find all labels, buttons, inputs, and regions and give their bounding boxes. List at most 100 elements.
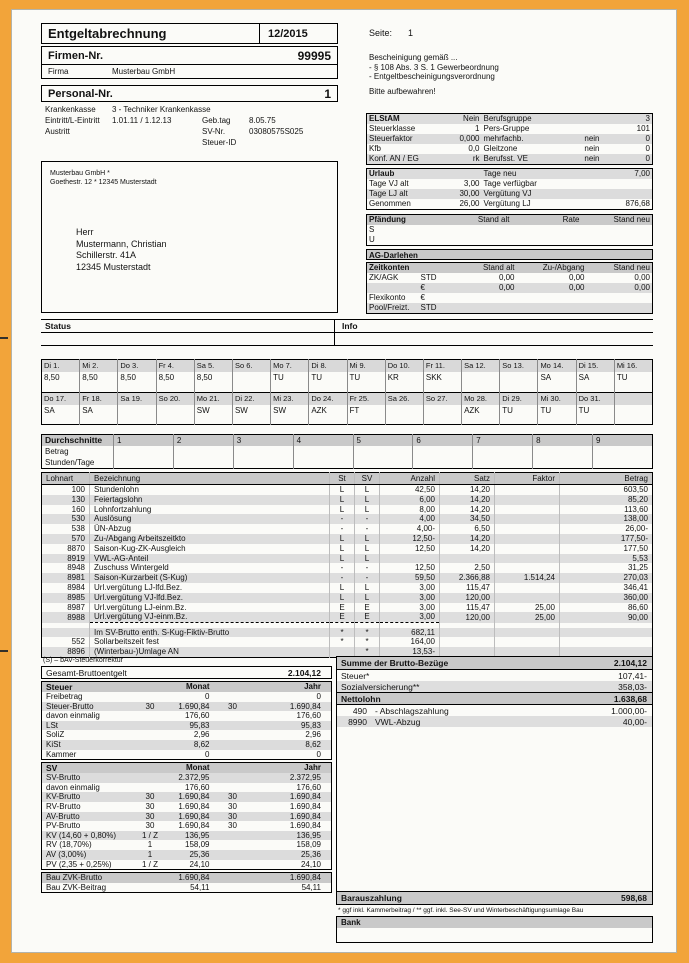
calendar-day-value [461,372,500,392]
wage-row: 8981 Saison-Kurzarbeit (S-Kug) - - 59,50… [41,573,653,583]
calendar-day-label: So 6. [231,359,271,372]
zeitkonten-row: Pool/Freizt. STD [366,303,653,314]
cell-faktor [494,524,560,534]
elstam-label: Kfb [369,144,382,153]
calendar-value-row: SA SA SW SW SW AZK FT AZK TU TU TU [42,404,653,425]
cell-bezeichnung: Auslösung [89,514,330,525]
elstam-value: 1 [475,124,480,133]
calendar-day-value: SW [231,404,271,425]
cell-st: L [329,494,355,505]
urlaub-row: Tage LJ alt 30,00 Vergütung VJ [366,189,653,199]
jahr-value: 1.690,84 [289,811,321,821]
row-code: 30 [228,792,237,802]
cell-sv: L [354,582,380,593]
jahr-value: 0 [316,692,321,701]
post-net-value: 1.000,00- [611,705,647,716]
jahr-value: 1.690,84 [289,701,321,711]
calendar-day-label: Fr 4. [155,359,195,372]
wage-row: 160 Lohnfortzahlung L L 8,00 14,20 113,6… [42,504,653,515]
elstam-value: 101 [636,124,650,133]
zvk-row: Bau ZVK-Brutto 1.690,84 1.690,84 [41,872,332,883]
calendar-day-label: Do 17. [41,392,80,405]
durchschnitte-col: 3 [232,434,294,446]
cell-lohnart: 530 [71,514,85,524]
row-code: 30 [228,701,237,711]
cell-satz [439,627,495,638]
cell-lohnart: 8985 [67,592,85,602]
elstam-label: Berufsst. VE [483,154,528,163]
firm-box: Firmen-Nr. 99995 Firma Musterbau GmbH [41,46,338,79]
cell-lohnart: 8948 [67,563,85,573]
calendar-day-value [231,372,271,392]
jahr-value: 2,96 [305,730,321,740]
cell-faktor: 1.514,24 [494,573,560,583]
elstam-value: 3 [645,114,650,123]
elstam-label: ELStAM [369,114,400,123]
notice-line: - Entgeltbescheinigungsverordnung [369,72,495,81]
deduction-value: 358,03- [618,681,647,692]
row-label: KiSt [46,739,61,749]
cell-betrag: 113,60 [559,504,653,515]
gross-total-value: 2.104,12 [287,667,321,678]
cell-bezeichnung: Url.vergütung VJ-einm.Bz. [89,612,330,623]
net-pay-bar: Nettolohn 1.638,68 [337,692,652,705]
urlaub-label: Tage neu [483,169,517,178]
lohnart-number: 490 [352,705,367,716]
sv-row: KV (14,60 + 0,80%) 1 / Z 136,95 136,95 [41,830,332,841]
cell-anzahl: 12,50 [379,543,440,554]
monat-value: 1.690,84 [178,801,210,811]
recipient-line: Mustermann, Christian [76,238,167,249]
zvk-row: Bau ZVK-Beitrag 54,11 54,11 [42,883,332,893]
lohnart-number: 8990 [348,716,367,727]
row-code [137,773,164,783]
jahr-value: 176,60 [296,711,321,721]
cell-sv: - [354,573,380,583]
deduction-rows: Steuer* 107,41- Sozialversicherung** 358… [337,670,652,692]
durchschnitte-col: 9 [592,434,653,446]
konto-stand-alt [453,303,517,314]
info-label: Info [342,321,358,331]
row-label: RV-Brutto [46,801,81,811]
steuer-row: davon einmalig 176,60 176,60 [42,711,332,721]
gross-total-label: Gesamt-Bruttoentgelt [46,667,127,678]
gross-total-row: Gesamt-Bruttoentgelt 2.104,12 [41,666,332,679]
post-net-value: 40,00- [622,716,647,727]
elstam-value: 0,000 [459,134,480,143]
elstam-flag [567,124,602,134]
cell-bezeichnung: Zuschuss Wintergeld [89,563,330,574]
row-code: 1 / Z [141,859,158,869]
calendar-day-label: Do 10. [384,359,424,372]
cell-satz: 14,20 [439,533,495,544]
cell-lohnart: 100 [71,485,85,494]
urlaub-label: Tage verfügbar [483,179,537,188]
urlaub-table: Urlaub Tage neu 7,00 Tage VJ alt 3,00 Ta… [366,168,653,210]
row-code [216,773,250,783]
cell-sv: - [354,563,380,574]
calendar-day-value: 8,50 [79,372,118,392]
cell-anzahl: 59,50 [379,573,440,583]
konto-stand-neu: 0,00 [634,273,650,282]
cell-anzahl: 12,50 [379,563,440,574]
wage-row [42,622,653,628]
detail-value: 1.01.11 / 1.12.13 [112,116,172,125]
sv-row: PV (2,35 + 0,25%) 1 / Z 24,10 24,10 [42,860,332,870]
row-code [216,831,250,841]
spacer-cell [216,763,250,774]
elstam-label: mehrfachb. [483,134,524,143]
cell-satz [439,637,495,648]
cell-bezeichnung: Zu-/Abgang Arbeitszeitkto [89,533,330,544]
deduction-value: 107,41- [618,670,647,681]
row-code [216,740,250,750]
calendar-day-value: TU [575,404,615,425]
row-label: LSt [46,720,59,730]
calendar-day-value [117,404,157,425]
cell-lohnart: 8987 [67,602,85,612]
sv-row: SV-Brutto 2.372,95 2.372,95 [41,773,332,783]
cell-lohnart: 8870 [67,543,85,553]
sv-row: KV-Brutto 30 1.690,84 30 1.690,84 [41,792,332,802]
monat-value: 1.690,84 [178,873,210,883]
wage-row: 8985 Url.vergütung VJ-lfd.Bez. L L 3,00 … [41,592,653,603]
cell-satz: 14,20 [439,484,495,495]
cell-faktor [494,637,560,648]
urlaub-label: Urlaub [369,169,395,178]
